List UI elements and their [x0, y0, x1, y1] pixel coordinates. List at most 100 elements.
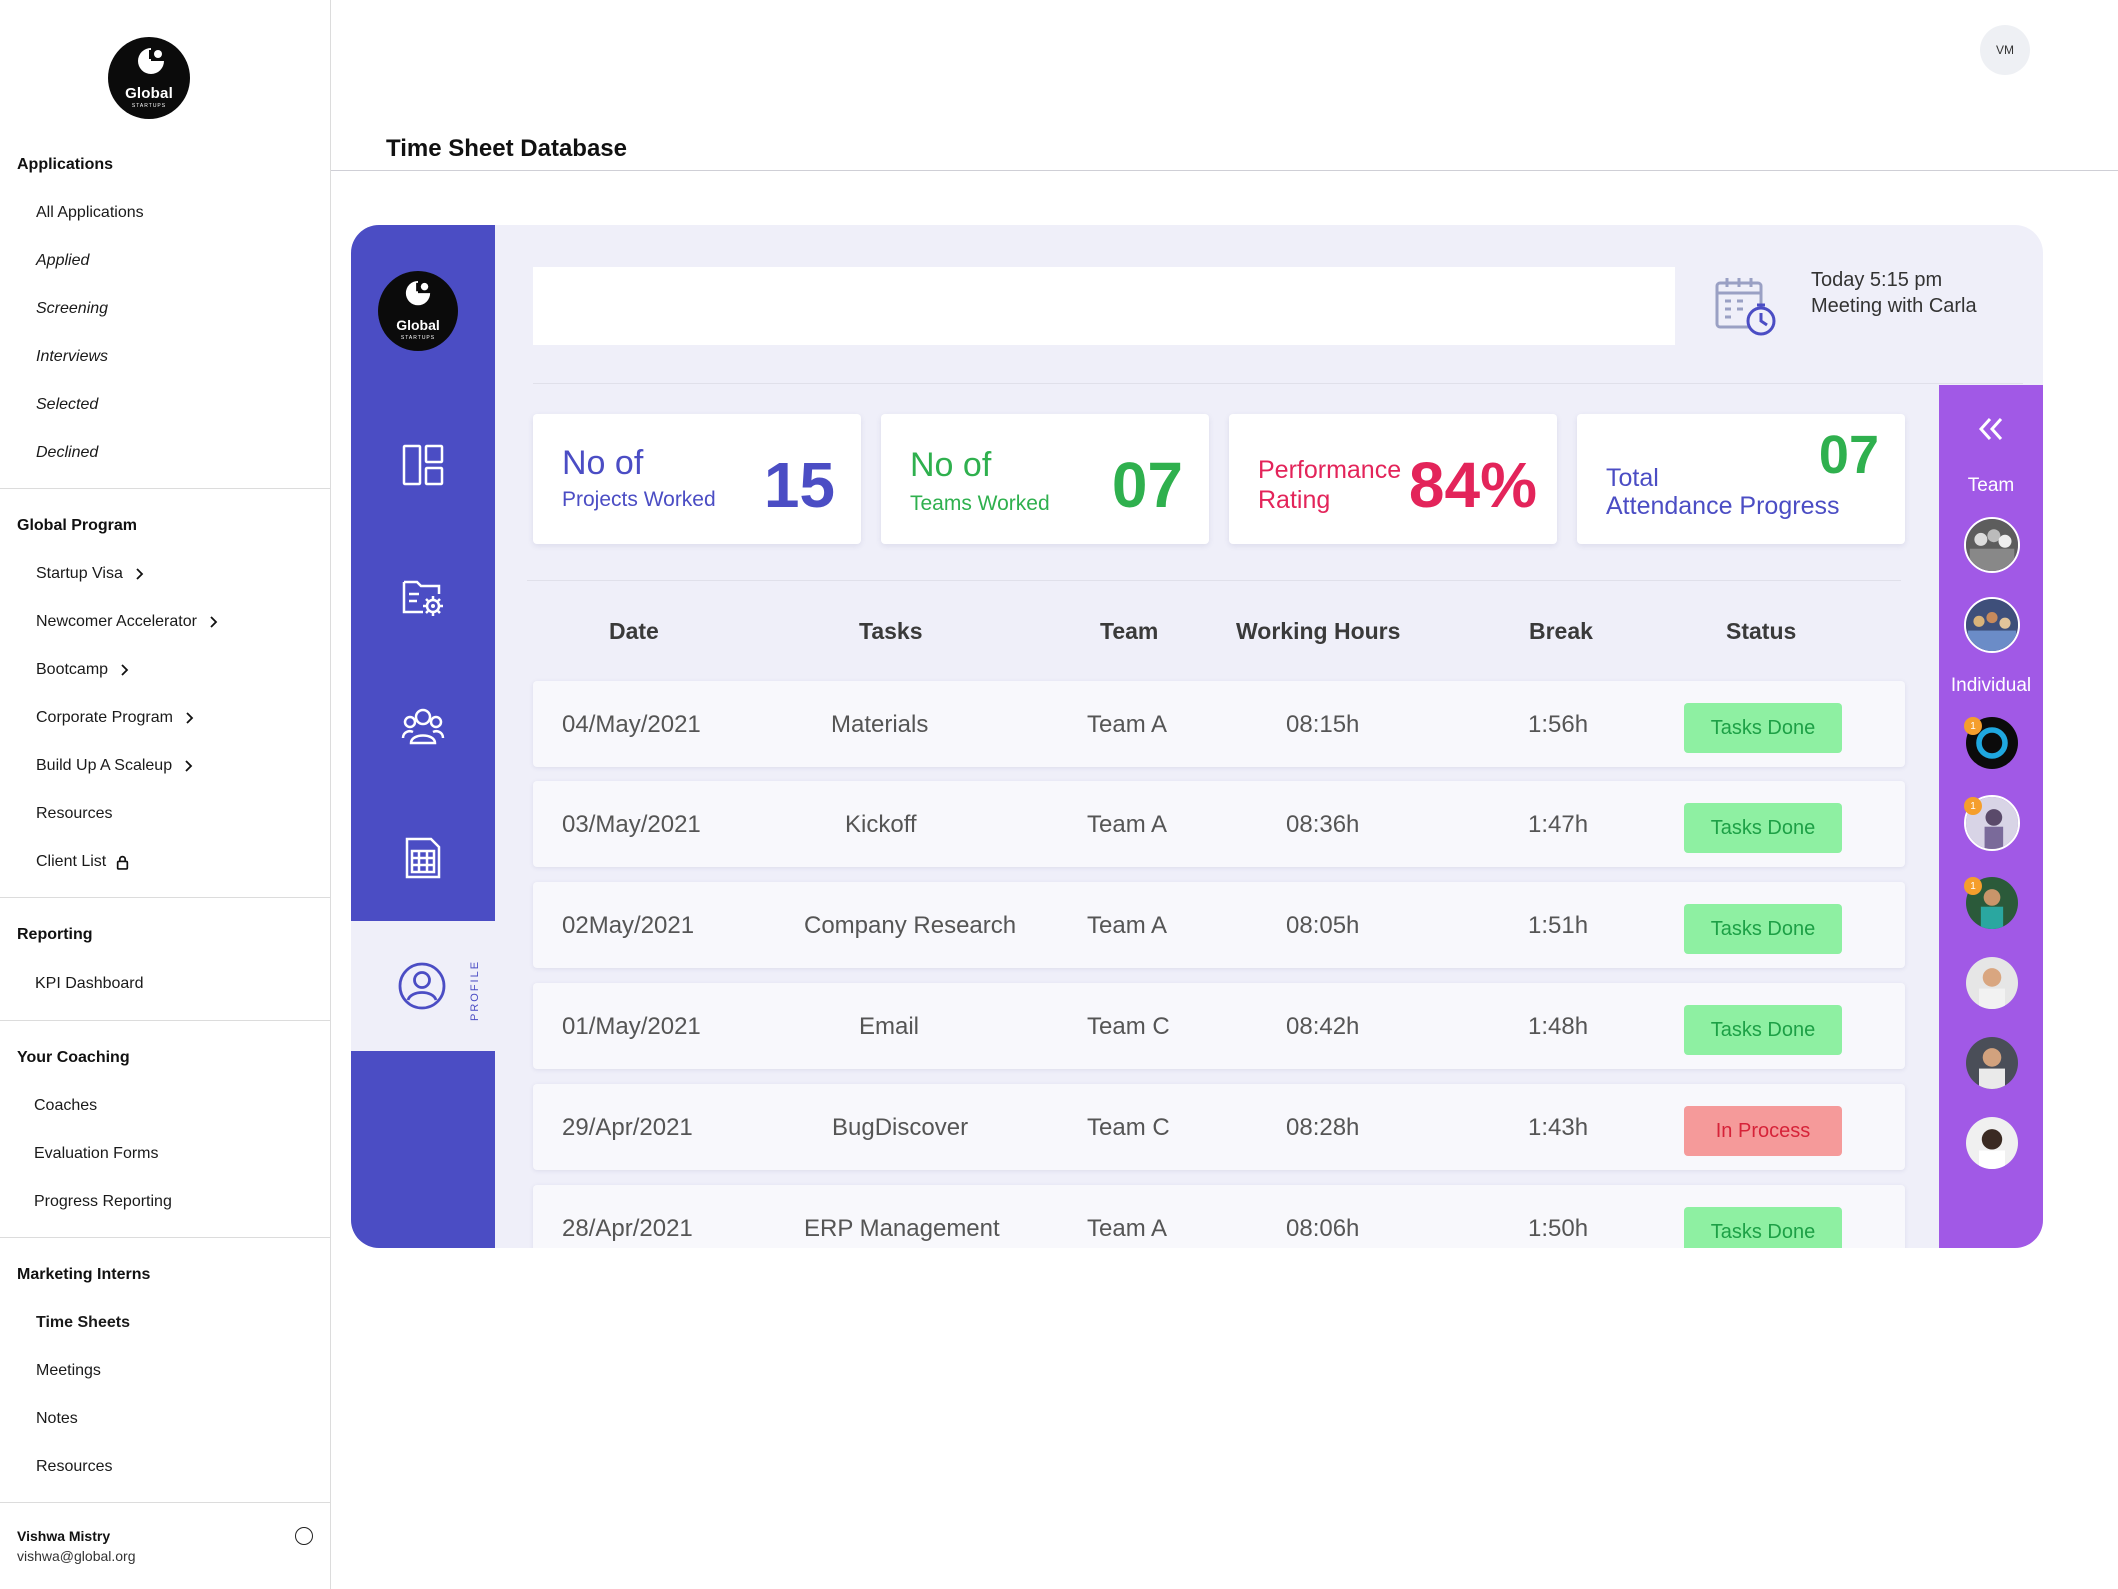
status-badge[interactable]: Tasks Done: [1684, 803, 1842, 853]
stat-card-attendance: Total Attendance Progress 07: [1577, 414, 1905, 544]
calendar-clock-icon[interactable]: [1713, 273, 1779, 339]
sidebar-item-coaches[interactable]: Coaches: [34, 1097, 97, 1115]
column-header-working-hours: Working Hours: [1236, 618, 1401, 644]
dashboard-rail: Global STARTUPS: [351, 225, 495, 1248]
individual-avatar-4[interactable]: [1964, 955, 2020, 1011]
sidebar-item-selected[interactable]: Selected: [36, 396, 98, 414]
chevron-double-left-icon[interactable]: [1971, 409, 2011, 449]
user-profile-icon: [398, 962, 446, 1010]
cell-task: Materials: [831, 711, 929, 738]
sidebar-item-label: Resources: [36, 1458, 113, 1475]
divider: [0, 897, 331, 898]
spreadsheet-icon[interactable]: [401, 836, 445, 880]
stat-label-line1: Performance: [1258, 456, 1402, 484]
cell-break: 1:56h: [1528, 711, 1589, 738]
sidebar-item-bootcamp[interactable]: Bootcamp: [36, 661, 130, 679]
sidebar-item-label: Interviews: [36, 348, 109, 365]
cell-break: 1:48h: [1528, 1013, 1589, 1040]
stat-label-line2: Projects Worked: [562, 488, 716, 511]
cell-task: Company Research: [804, 912, 1017, 939]
sidebar-item-all-applications[interactable]: All Applications: [36, 204, 144, 222]
brand-logo[interactable]: Global STARTUPS: [108, 37, 190, 119]
section-title-applications: Applications: [17, 156, 114, 173]
sidebar-item-label: Startup Visa: [36, 565, 123, 582]
individual-avatar-6[interactable]: [1964, 1115, 2020, 1171]
cell-team: Team A: [1087, 811, 1168, 838]
divider: [0, 1020, 331, 1021]
cell-team: Team A: [1087, 912, 1168, 939]
column-header-date: Date: [609, 618, 659, 644]
person-photo-icon: [1966, 957, 2018, 1009]
column-header-team: Team: [1100, 618, 1159, 644]
table-row[interactable]: 03/May/2021 Kickoff Team A 08:36h 1:47h …: [533, 781, 1905, 867]
sidebar-item-resources[interactable]: Resources: [36, 805, 112, 823]
team-avatar-1[interactable]: [1964, 517, 2020, 573]
table-row[interactable]: 04/May/2021 Materials Team A 08:15h 1:56…: [533, 681, 1905, 767]
search-input[interactable]: [533, 267, 1675, 345]
brand-tagline: STARTUPS: [131, 103, 167, 109]
status-badge[interactable]: Tasks Done: [1684, 703, 1842, 753]
sidebar-item-notes[interactable]: Notes: [36, 1410, 78, 1428]
user-status-icon[interactable]: [295, 1527, 313, 1545]
stat-label-line2: Rating: [1258, 486, 1331, 514]
sidebar-item-resources-interns[interactable]: Resources: [36, 1458, 112, 1476]
group-photo-icon: [1966, 519, 2018, 571]
sidebar-item-declined[interactable]: Declined: [36, 444, 98, 462]
sidebar-item-kpi-dashboard[interactable]: KPI Dashboard: [35, 975, 144, 993]
person-photo-icon: [1966, 1037, 2018, 1089]
notification-badge: 1: [1964, 877, 1982, 895]
sidebar-item-label: Build Up A Scaleup: [36, 757, 173, 774]
sidebar-item-screening[interactable]: Screening: [36, 300, 108, 318]
sidebar-item-label: All Applications: [36, 204, 144, 221]
sidebar-item-label: Declined: [36, 444, 99, 461]
status-badge[interactable]: Tasks Done: [1684, 1207, 1842, 1248]
sidebar-item-interviews[interactable]: Interviews: [36, 348, 108, 366]
individual-avatar-5[interactable]: [1964, 1035, 2020, 1091]
rail-profile-tab[interactable]: PROFILE: [351, 921, 495, 1051]
sidebar-item-meetings[interactable]: Meetings: [36, 1362, 101, 1380]
sidebar-item-corporate-program[interactable]: Corporate Program: [36, 709, 195, 727]
status-badge[interactable]: In Process: [1684, 1106, 1842, 1156]
table-row[interactable]: 29/Apr/2021 BugDiscover Team C 08:28h 1:…: [533, 1084, 1905, 1170]
individual-avatar-2[interactable]: [1964, 795, 2020, 851]
stat-label-line2: Attendance Progress: [1606, 492, 1840, 520]
dashboard-layout-icon[interactable]: [401, 443, 445, 487]
sidebar-item-progress-reporting[interactable]: Progress Reporting: [34, 1193, 172, 1211]
sidebar-item-applied[interactable]: Applied: [36, 252, 89, 270]
cell-team: Team A: [1087, 1215, 1168, 1242]
sidebar-item-label: Bootcamp: [36, 661, 109, 678]
group-photo-icon: [1966, 599, 2018, 651]
sidebar-item-label: Applied: [36, 252, 90, 269]
divider: [0, 1502, 331, 1503]
cell-hours: 08:15h: [1286, 711, 1360, 738]
team-panel: Team Individual 1 1 1: [1939, 385, 2043, 1248]
cell-date: 02May/2021: [562, 912, 695, 939]
sidebar-item-newcomer-accelerator[interactable]: Newcomer Accelerator: [36, 613, 219, 631]
divider: [0, 1237, 331, 1238]
folder-settings-icon[interactable]: [401, 574, 445, 618]
team-users-icon[interactable]: [401, 705, 445, 749]
stat-value: 07: [1111, 449, 1183, 521]
avatar[interactable]: VM: [1980, 25, 2030, 75]
sidebar-item-build-up-a-scaleup[interactable]: Build Up A Scaleup: [36, 757, 194, 775]
status-badge[interactable]: Tasks Done: [1684, 904, 1842, 954]
cell-team: Team C: [1087, 1013, 1170, 1040]
status-badge[interactable]: Tasks Done: [1684, 1005, 1842, 1055]
table-row[interactable]: 01/May/2021 Email Team C 08:42h 1:48h Ta…: [533, 983, 1905, 1069]
table-row[interactable]: 02May/2021 Company Research Team A 08:05…: [533, 882, 1905, 968]
sidebar-item-evaluation-forms[interactable]: Evaluation Forms: [34, 1145, 159, 1163]
cell-team: Team C: [1087, 1114, 1170, 1141]
sidebar-item-label: Evaluation Forms: [34, 1145, 159, 1162]
table-row[interactable]: 28/Apr/2021 ERP Management Team A 08:06h…: [533, 1185, 1905, 1248]
section-title-marketing-interns: Marketing Interns: [17, 1266, 151, 1283]
brand-glyph-icon: [405, 281, 431, 306]
brand-tagline: STARTUPS: [400, 335, 436, 341]
stat-label-line1: Total: [1606, 464, 1659, 492]
sidebar-item-client-list[interactable]: Client List: [36, 853, 129, 871]
rail-brand-logo[interactable]: Global STARTUPS: [378, 271, 458, 351]
sidebar-item-time-sheets[interactable]: Time Sheets: [36, 1314, 130, 1332]
sidebar-item-startup-visa[interactable]: Startup Visa: [36, 565, 145, 583]
sidebar-item-label: Coaches: [34, 1097, 98, 1114]
cell-break: 1:43h: [1528, 1114, 1589, 1141]
team-avatar-2[interactable]: [1964, 597, 2020, 653]
